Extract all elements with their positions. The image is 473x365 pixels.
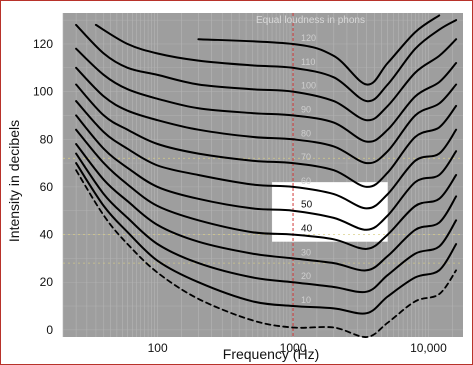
curve-labels: 120 110 100 90 80 70 60 50 40 30 20 10 xyxy=(301,33,316,305)
phon-curve-20 xyxy=(75,152,458,294)
x-axis-title: Frequency (Hz) xyxy=(223,346,319,362)
curve-label-20: 20 xyxy=(301,271,311,281)
x-tick-label: 100 xyxy=(148,341,168,355)
curve-label-10: 10 xyxy=(301,295,311,305)
phon-curve-100 xyxy=(75,23,458,122)
phon-curve-40 xyxy=(75,128,458,250)
curve-label-90: 90 xyxy=(301,104,311,114)
curve-label-30: 30 xyxy=(301,247,311,257)
curve-label-50: 50 xyxy=(301,200,313,211)
phon-curve-70 xyxy=(75,83,458,188)
y-tick-label: 60 xyxy=(40,180,54,194)
y-tick-label: 40 xyxy=(40,228,54,242)
x-tick-label: 1000 xyxy=(280,341,307,355)
x-tick-label: 10,000 xyxy=(410,341,447,355)
y-tick-label: 0 xyxy=(46,323,53,337)
y-axis-title: Intensity in decibels xyxy=(6,120,22,242)
curve-label-80: 80 xyxy=(301,128,311,138)
curve-label-100: 100 xyxy=(301,81,316,91)
phon-curve-110 xyxy=(94,19,458,103)
curves xyxy=(75,14,458,338)
phon-curve-30 xyxy=(75,143,458,272)
phon-curve-120 xyxy=(197,14,441,86)
phon-curve-60 xyxy=(75,100,458,210)
y-tick-label: 100 xyxy=(33,85,53,99)
chart-annotation: Equal loudness in phons xyxy=(256,15,365,26)
y-tick-label: 120 xyxy=(33,37,53,51)
curve-label-70: 70 xyxy=(301,152,311,162)
phon-curve-90 xyxy=(75,47,458,143)
phon-curve-50 xyxy=(75,114,458,231)
highlight-band xyxy=(272,182,388,242)
curve-label-60: 60 xyxy=(301,176,311,186)
y-tick-label: 80 xyxy=(40,132,54,146)
curve-label-40: 40 xyxy=(301,224,313,235)
phon-curve-10 xyxy=(75,162,458,315)
phon-curve-80 xyxy=(75,66,458,165)
curve-label-120: 120 xyxy=(301,33,316,43)
y-tick-label: 20 xyxy=(40,275,54,289)
tick-labels: 0 20 40 60 80 100 120 100 1000 10,000 xyxy=(33,37,447,355)
curve-label-110: 110 xyxy=(301,57,315,67)
threshold-curve xyxy=(75,169,457,338)
